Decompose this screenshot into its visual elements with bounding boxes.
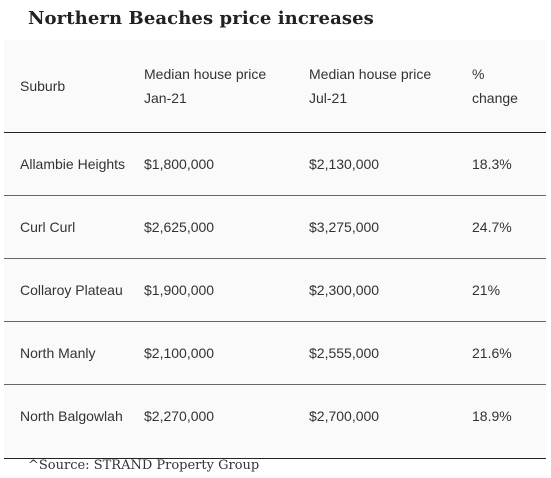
cell-change: 18.9% <box>472 407 512 424</box>
cell-jan21: $2,625,000 <box>144 218 215 235</box>
header-suburb: Suburb <box>4 40 128 133</box>
table-row: Allambie Heights $1,800,000 $2,130,000 1… <box>4 132 546 195</box>
table-body: Allambie Heights $1,800,000 $2,130,000 1… <box>4 132 546 447</box>
cell-jan21: $1,800,000 <box>144 155 215 172</box>
cell-change: 24.7% <box>472 218 512 235</box>
header-change-symbol: % <box>472 65 485 82</box>
header-jan21-date: Jan-21 <box>144 89 187 106</box>
cell-change: 21.6% <box>472 344 512 361</box>
cell-change: 21% <box>472 281 501 298</box>
price-table: Suburb Median house price Jan-21 Median … <box>4 40 546 447</box>
cell-jan21: $1,900,000 <box>144 281 215 298</box>
source-caption: ^Source: STRAND Property Group <box>28 458 260 473</box>
header-change-label: change <box>472 89 518 106</box>
header-jul21: Median house price Jul-21 <box>293 40 456 133</box>
cell-jan21: $2,270,000 <box>144 407 215 424</box>
cell-change: 18.3% <box>472 155 512 172</box>
cell-suburb: North Manly <box>20 344 96 361</box>
header-jan21: Median house price Jan-21 <box>128 40 293 133</box>
cell-suburb: North Balgowlah <box>20 407 123 424</box>
table-row: North Manly $2,100,000 $2,555,000 21.6% <box>4 321 546 384</box>
cell-jan21: $2,100,000 <box>144 344 215 361</box>
cell-jul21: $2,300,000 <box>309 281 380 298</box>
cell-jul21: $3,275,000 <box>309 218 380 235</box>
cell-jul21: $2,555,000 <box>309 344 380 361</box>
header-change: % change <box>456 40 546 133</box>
cell-jul21: $2,700,000 <box>309 407 380 424</box>
cell-suburb: Curl Curl <box>20 218 76 235</box>
cell-suburb: Collaroy Plateau <box>20 281 123 298</box>
table-row: North Balgowlah $2,270,000 $2,700,000 18… <box>4 384 546 447</box>
header-row: Suburb Median house price Jan-21 Median … <box>4 40 546 133</box>
page-title: Northern Beaches price increases <box>28 8 374 29</box>
header-jul21-date: Jul-21 <box>309 89 348 106</box>
price-table-container: Suburb Median house price Jan-21 Median … <box>4 40 546 459</box>
header-suburb-label: Suburb <box>20 77 66 94</box>
header-jan21-label: Median house price <box>144 65 267 82</box>
header-jul21-label: Median house price <box>309 65 432 82</box>
cell-suburb: Allambie Heights <box>20 155 126 172</box>
cell-jul21: $2,130,000 <box>309 155 380 172</box>
table-row: Curl Curl $2,625,000 $3,275,000 24.7% <box>4 195 546 258</box>
table-header: Suburb Median house price Jan-21 Median … <box>4 40 546 133</box>
table-row: Collaroy Plateau $1,900,000 $2,300,000 2… <box>4 258 546 321</box>
